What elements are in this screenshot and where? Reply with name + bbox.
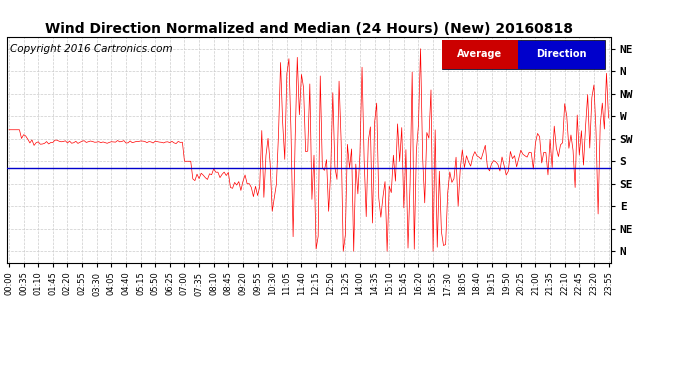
- FancyBboxPatch shape: [442, 40, 604, 69]
- Text: Direction: Direction: [536, 50, 586, 59]
- Text: Average: Average: [457, 50, 502, 59]
- Text: Copyright 2016 Cartronics.com: Copyright 2016 Cartronics.com: [10, 44, 172, 54]
- FancyBboxPatch shape: [442, 40, 518, 69]
- Title: Wind Direction Normalized and Median (24 Hours) (New) 20160818: Wind Direction Normalized and Median (24…: [45, 22, 573, 36]
